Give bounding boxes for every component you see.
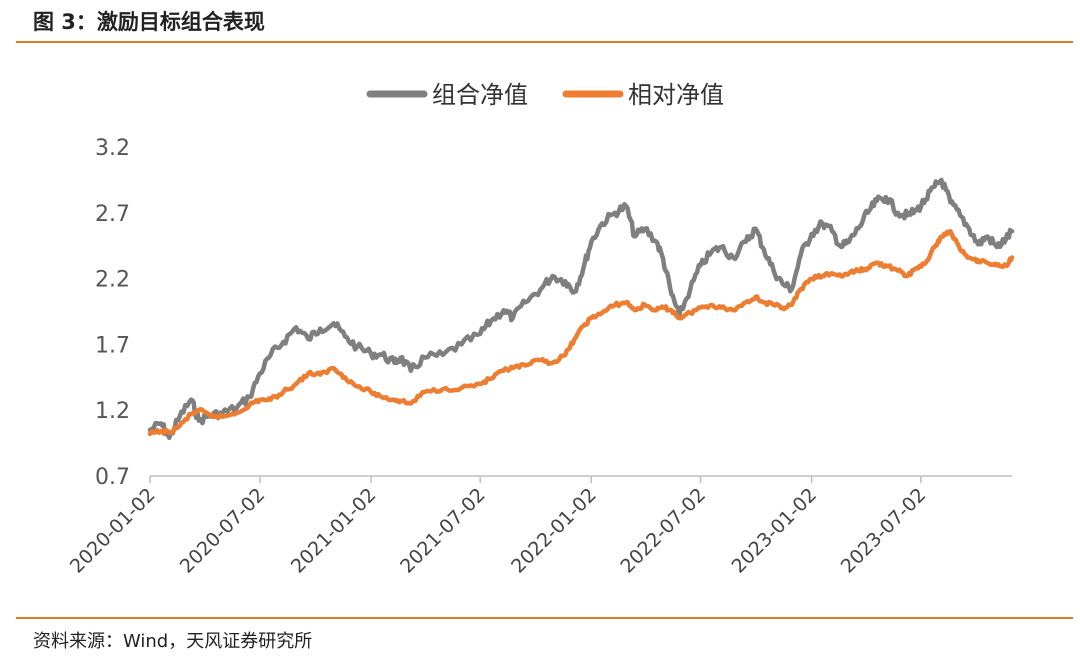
source-note: 资料来源：Wind，天风证券研究所 [33, 631, 313, 652]
x-tick-label: 2021-01-02 [287, 484, 381, 578]
y-tick-label: 1.7 [95, 333, 130, 358]
bottom-divider [16, 617, 1073, 619]
legend-label-2: 相对净值 [628, 81, 724, 109]
legend-label-1: 组合净值 [432, 81, 528, 109]
series-line-2 [147, 228, 1015, 437]
x-tick-label: 2021-07-02 [396, 484, 490, 578]
x-tick-label: 2023-01-02 [727, 484, 821, 578]
series-line-1 [147, 177, 1015, 441]
x-tick-label: 2020-07-02 [176, 484, 270, 578]
y-tick-label: 0.7 [95, 465, 130, 490]
x-axis: 2020-01-02 2020-07-02 2021-01-02 2021-07-02… [66, 475, 1012, 578]
series-layer [147, 177, 1015, 441]
figure-title: 图 3：激励目标组合表现 [33, 10, 265, 34]
y-tick-label: 2.7 [95, 202, 130, 227]
chart-legend: 组合净值 相对净值 [366, 81, 724, 109]
x-tick-label: 2020-01-02 [66, 484, 160, 578]
y-tick-label: 3.2 [95, 136, 130, 161]
x-tick-label: 2022-07-02 [616, 484, 710, 578]
x-tick-label: 2023-07-02 [837, 484, 931, 578]
y-tick-label: 2.2 [95, 268, 130, 293]
line-chart: 组合净值 相对净值 0.71.21.72.22.73.2 2020-01-02 20… [66, 81, 1015, 578]
y-tick-label: 1.2 [95, 399, 130, 424]
top-divider [16, 41, 1073, 43]
y-axis-ticks: 0.7 1.2 1.7 2.2 2.7 3.2 [95, 136, 130, 490]
x-tick-label: 2022-01-02 [507, 484, 601, 578]
